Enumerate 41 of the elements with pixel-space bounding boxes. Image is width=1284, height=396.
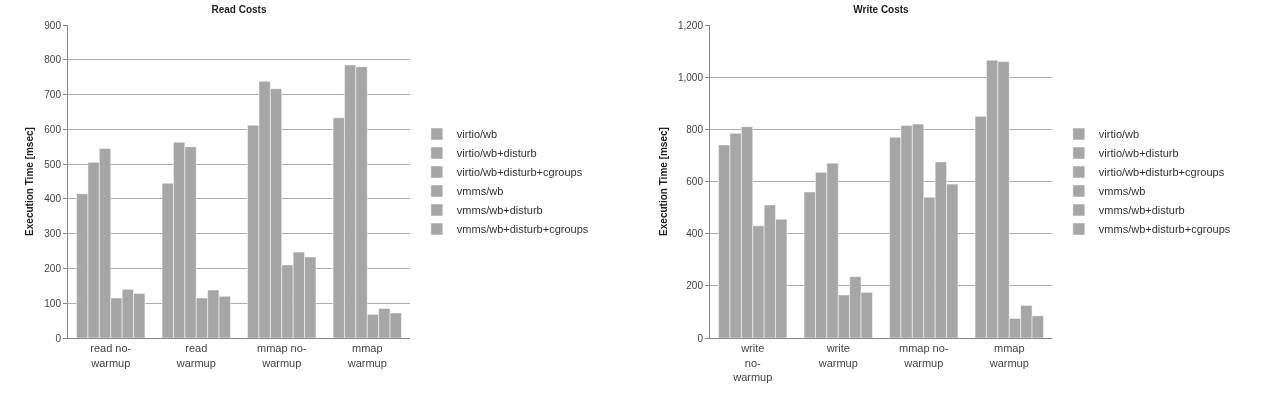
- x-tick-label: write warmup: [817, 342, 858, 369]
- legend-label: virtio/wb+disturb: [456, 147, 537, 160]
- y-tick-label: 0: [697, 332, 704, 344]
- y-tick-label: 400: [44, 193, 62, 205]
- legend-label: vmms/wb+disturb: [1098, 204, 1185, 217]
- legend-label: vmms/wb: [456, 185, 504, 198]
- x-tick-label: mmap no-warmup: [898, 342, 949, 369]
- y-tick-label: 1,200: [677, 19, 704, 31]
- y-tick-label: 400: [686, 228, 704, 240]
- y-tick-label: 600: [686, 176, 704, 187]
- y-axis-title: Execution Time [msec]: [657, 127, 669, 236]
- x-tick-label: mmap warmup: [346, 342, 387, 369]
- y-tick-label: 500: [44, 158, 62, 170]
- y-tick-label: 800: [44, 54, 62, 66]
- y-tick-label: 200: [44, 262, 62, 274]
- y-tick-label: 100: [44, 297, 62, 309]
- legend-label: vmms/wb+disturb: [456, 204, 543, 217]
- legend-label: vmms/wb+disturb+cgroups: [456, 223, 589, 236]
- legend-label: virtio/wb+disturb+cgroups: [456, 166, 583, 179]
- x-tick-label: write no-warmup: [732, 342, 773, 383]
- legend-label: virtio/wb+disturb: [1098, 147, 1179, 160]
- legend-label: virtio/wb: [1098, 128, 1140, 141]
- y-tick-label: 700: [44, 89, 62, 101]
- legend-label: virtio/wb: [456, 128, 498, 141]
- x-tick-label: mmap warmup: [988, 342, 1029, 369]
- y-tick-label: 0: [55, 332, 62, 344]
- y-tick-label: 900: [44, 19, 62, 31]
- y-tick-label: 200: [686, 280, 704, 292]
- y-tick-label: 600: [44, 123, 62, 135]
- legend-label: vmms/wb: [1098, 185, 1146, 198]
- y-tick-label: 300: [44, 228, 62, 240]
- x-tick-label: read no-warmup: [90, 342, 132, 369]
- legend-label: vmms/wb+disturb+cgroups: [1098, 223, 1231, 236]
- x-tick-label: mmap no-warmup: [256, 342, 307, 369]
- y-tick-label: 800: [686, 123, 704, 135]
- y-axis-title: Execution Time [msec]: [24, 127, 36, 236]
- chart-title: Write Costs: [853, 3, 910, 15]
- legend-label: virtio/wb+disturb+cgroups: [1098, 166, 1225, 179]
- chart-title: Read Costs: [211, 3, 267, 15]
- y-tick-label: 1,000: [677, 71, 704, 83]
- x-tick-label: read warmup: [175, 342, 216, 369]
